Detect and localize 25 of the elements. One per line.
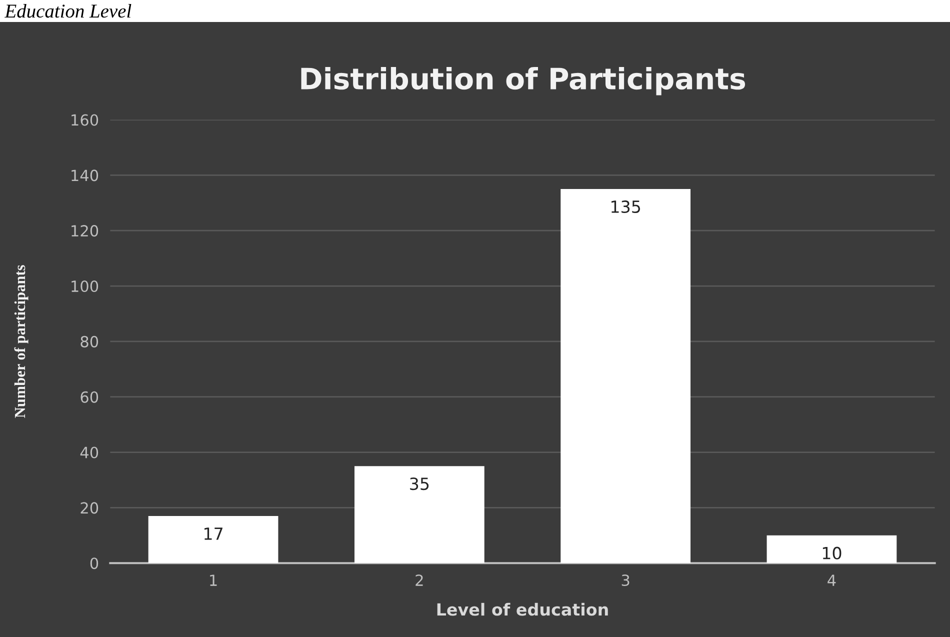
y-tick-label: 140 [72, 170, 98, 182]
x-tick-label: 2 [416, 574, 423, 586]
y-axis-title: Number of participants [14, 265, 28, 418]
text: Education Level [4, 4, 132, 18]
x-tick-label: 3 [622, 574, 630, 586]
x-axis-title: Level of education [437, 602, 608, 616]
bar [766, 535, 897, 564]
y-tick-label: 80 [80, 336, 98, 348]
y-tick-label: 40 [80, 446, 98, 458]
y-tick-label: 160 [72, 114, 98, 126]
data-label: 135 [612, 200, 640, 214]
y-tick-label: 60 [80, 391, 98, 403]
x-tick-label: 4 [828, 574, 836, 586]
data-label: 35 [410, 478, 429, 490]
x-tick-label: 1 [210, 574, 217, 586]
bar [148, 516, 278, 564]
data-label: 10 [822, 546, 842, 560]
data-label: 17 [204, 528, 222, 540]
y-tick-label: 100 [72, 280, 98, 292]
y-tick-label: 120 [72, 225, 98, 237]
bar [354, 466, 484, 564]
bar [560, 189, 691, 564]
y-tick-label: 20 [80, 502, 98, 514]
chart-title: Distribution of Participants [301, 67, 746, 96]
y-tick-label: 0 [90, 558, 98, 570]
